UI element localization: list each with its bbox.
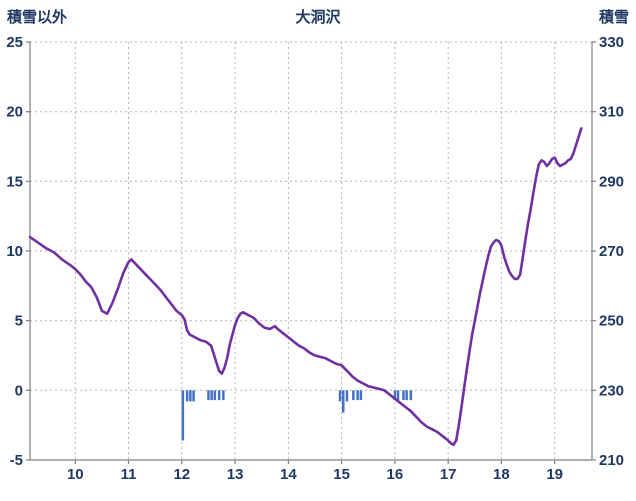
precip-bar (210, 390, 213, 401)
precip-bar (185, 390, 189, 402)
x-tick-label: 11 (121, 466, 137, 483)
x-tick-label: 10 (67, 466, 84, 483)
x-tick-label: 19 (546, 466, 563, 483)
right-tick-label: 210 (599, 452, 624, 469)
right-tick-label: 310 (599, 104, 624, 121)
precip-bar (359, 390, 363, 401)
precip-bar (402, 390, 405, 401)
precip-bar (356, 390, 359, 401)
precip-bar (181, 390, 185, 441)
x-tick-label: 16 (387, 466, 404, 483)
left-tick-label: 5 (15, 313, 23, 330)
precip-bar (409, 390, 413, 401)
precip-bar (222, 390, 225, 401)
precip-bar (405, 390, 408, 401)
left-tick-label: 10 (6, 243, 23, 260)
right-tick-label: 270 (599, 243, 624, 260)
precip-bar (217, 390, 221, 401)
chart-title: 大洞沢 (295, 9, 341, 26)
right-tick-label: 230 (599, 382, 624, 399)
left-tick-label: 15 (6, 173, 23, 190)
precip-bar (192, 390, 195, 402)
precip-bar (342, 390, 345, 413)
precip-bar (189, 390, 192, 402)
right-tick-label: 250 (599, 313, 624, 330)
left-tick-label: 20 (6, 104, 23, 121)
x-tick-label: 17 (440, 466, 457, 483)
left-tick-label: -5 (10, 452, 23, 469)
right-tick-label: 330 (599, 34, 624, 51)
series-line (28, 127, 583, 446)
precip-bar (207, 390, 210, 401)
right-axis-title: 積雪 (598, 9, 629, 26)
x-tick-label: 18 (493, 466, 510, 483)
x-tick-label: 13 (227, 466, 244, 483)
x-tick-label: 12 (173, 466, 190, 483)
left-tick-label: 0 (15, 382, 23, 399)
precip-bar (345, 390, 349, 402)
x-tick-label: 14 (280, 466, 297, 483)
left-axis-title: 積雪以外 (7, 9, 68, 26)
right-tick-label: 290 (599, 173, 624, 190)
precip-bar (338, 390, 342, 402)
left-tick-label: 25 (6, 34, 23, 51)
precip-bar (213, 390, 217, 401)
precip-bar (352, 390, 355, 401)
x-tick-label: 15 (333, 466, 350, 483)
precip-bar (396, 390, 400, 401)
precip-bar (393, 390, 397, 401)
